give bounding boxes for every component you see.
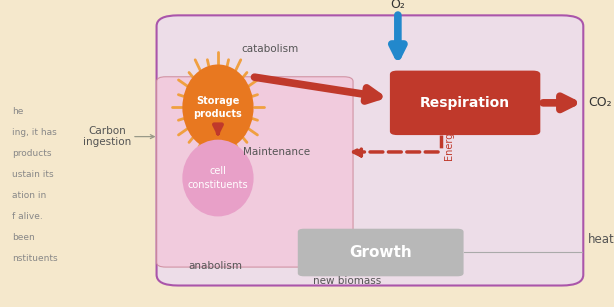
Text: ing, it has: ing, it has [12,128,57,137]
Text: cell
constituents: cell constituents [188,166,248,190]
Text: heat: heat [588,233,614,246]
Text: Maintenance: Maintenance [243,147,310,157]
Text: Growth: Growth [349,245,412,260]
Text: been: been [12,233,35,242]
Text: CO₂: CO₂ [588,96,612,109]
Text: ustain its: ustain its [12,170,54,179]
Ellipse shape [182,64,254,150]
Text: ation in: ation in [12,191,47,200]
FancyBboxPatch shape [157,15,583,286]
Text: new biomass: new biomass [313,276,381,286]
Text: Energy: Energy [445,126,454,160]
Text: Respiration: Respiration [420,96,510,110]
Text: products: products [12,149,52,158]
Ellipse shape [182,140,254,216]
FancyBboxPatch shape [298,229,464,276]
Text: nstituents: nstituents [12,254,58,262]
FancyBboxPatch shape [157,77,353,267]
Text: anabolism: anabolism [188,261,242,270]
Text: O₂: O₂ [391,0,405,11]
Text: f alive.: f alive. [12,212,43,221]
Text: Carbon
ingestion: Carbon ingestion [84,126,131,147]
FancyBboxPatch shape [390,71,540,135]
Text: he: he [12,107,24,116]
Text: catabolism: catabolism [241,44,299,54]
Text: Storage
products: Storage products [193,96,243,119]
